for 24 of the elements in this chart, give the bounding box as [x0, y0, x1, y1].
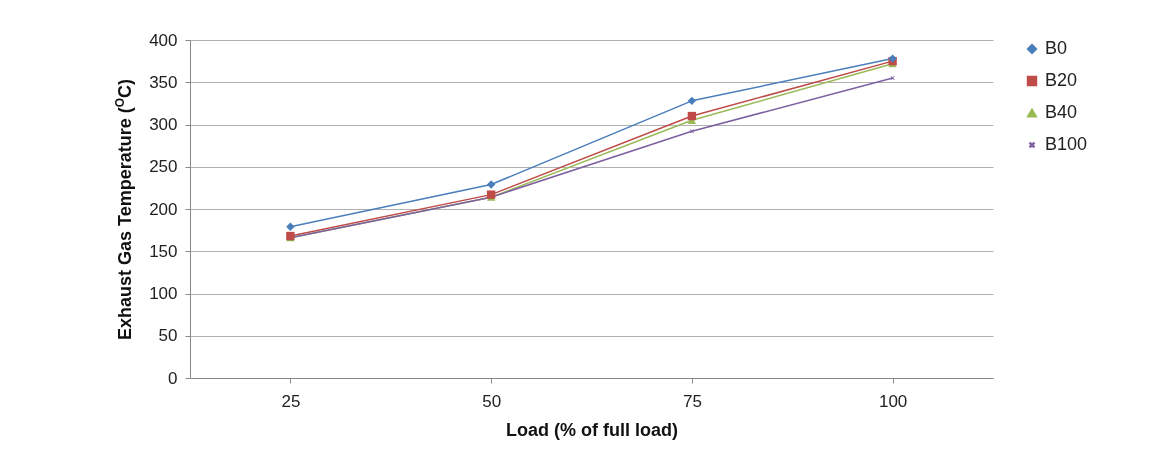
point [687, 111, 697, 121]
x-tick-label: 25 [281, 391, 301, 411]
legend-label: B100 [1045, 134, 1088, 154]
point [689, 129, 694, 134]
y-tick-label: 150 [149, 241, 178, 261]
point [687, 96, 697, 106]
legend-label: B0 [1045, 38, 1068, 58]
y-tick-label: 200 [149, 199, 178, 219]
x-tick-label: 100 [878, 391, 908, 411]
y-tick-label: 0 [168, 368, 178, 388]
legend-label: B40 [1045, 102, 1078, 122]
point [286, 222, 295, 231]
x-tick-label: 75 [682, 391, 702, 411]
y-tick-label: 250 [149, 157, 178, 177]
y-tick-label: 300 [149, 115, 178, 134]
y-tick-label: 100 [149, 284, 178, 303]
point [890, 75, 895, 81]
y-tick-label: 50 [158, 326, 178, 346]
y-tick-label: 350 [149, 72, 178, 92]
y-tick-label: 400 [149, 30, 178, 50]
point [486, 180, 496, 189]
legend-label: B20 [1045, 70, 1078, 90]
x-tick-label: 50 [482, 391, 502, 411]
x-axis-title: Load (% of full load) [506, 419, 678, 440]
